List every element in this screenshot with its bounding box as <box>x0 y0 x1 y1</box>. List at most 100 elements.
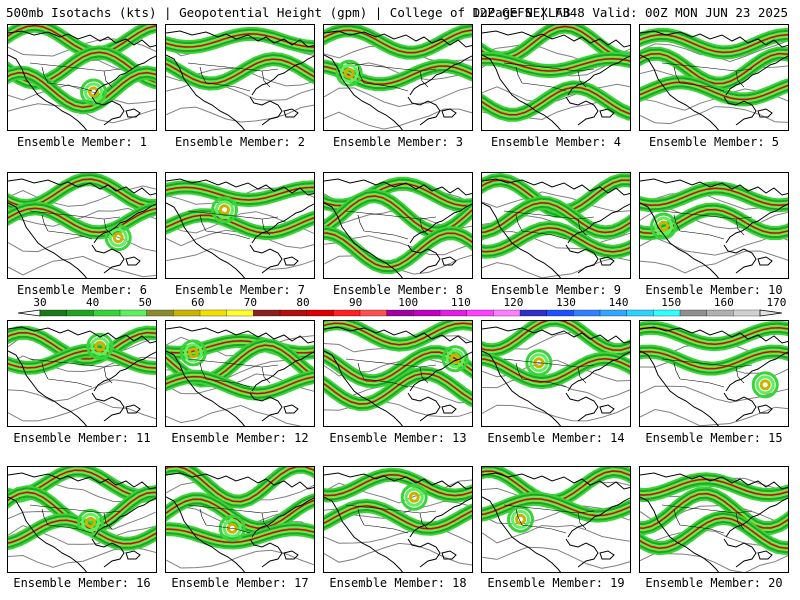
closed-low <box>187 347 199 359</box>
jet-streak <box>640 517 788 549</box>
ensemble-member-map <box>639 24 789 131</box>
isotach-shading <box>482 25 630 122</box>
isotach-shading <box>166 26 314 91</box>
jet-streak <box>482 227 630 253</box>
ensemble-member-map <box>7 172 157 279</box>
isotach-shading <box>8 467 156 551</box>
height-contour <box>482 257 630 278</box>
ensemble-member-label: Ensemble Member: 20 <box>645 576 783 590</box>
map-canvas <box>324 321 472 426</box>
map-canvas <box>166 178 314 278</box>
isotach-shading <box>640 181 788 241</box>
coastline <box>166 178 314 278</box>
height-contour <box>324 529 472 544</box>
height-contour <box>166 248 314 270</box>
height-contour <box>482 230 630 250</box>
height-contour <box>482 546 630 569</box>
ensemble-member-map <box>165 320 315 427</box>
closed-low <box>658 220 670 232</box>
height-contour <box>166 104 314 123</box>
ensemble-member-label: Ensemble Member: 14 <box>487 431 625 445</box>
colorbar-tick-label: 120 <box>503 296 524 309</box>
jet-streak <box>640 81 788 101</box>
jet-streak <box>324 29 472 54</box>
isotach-shading <box>640 27 788 107</box>
closed-low <box>525 349 553 377</box>
colorbar-swatch <box>66 309 94 317</box>
colorbar-swatch <box>386 309 414 317</box>
colorbar-tick-label: 140 <box>608 296 629 309</box>
coastline <box>8 472 156 572</box>
colorbar-swatch <box>333 309 361 317</box>
closed-low <box>104 224 132 252</box>
closed-low <box>650 212 678 240</box>
height-contour <box>482 191 630 213</box>
height-contour <box>640 552 788 572</box>
closed-low <box>226 522 238 534</box>
colorbar-swatch <box>733 309 761 317</box>
ensemble-member-label: Ensemble Member: 1 <box>16 135 148 149</box>
jet-streak <box>324 232 472 268</box>
political-borders <box>29 62 121 92</box>
ensemble-member-label: Ensemble Member: 10 <box>645 283 783 297</box>
ensemble-member-label: Ensemble Member: 6 <box>16 283 148 297</box>
coastline <box>482 178 630 278</box>
jet-streak <box>324 322 472 346</box>
closed-low <box>445 349 465 369</box>
colorbar-swatch <box>466 309 494 317</box>
jet-streak <box>640 34 788 54</box>
colorbar-swatch <box>546 309 574 317</box>
colorbar-swatch <box>279 309 308 317</box>
colorbar-min-arrow <box>17 309 41 317</box>
colorbar-max-arrow <box>759 309 783 317</box>
jet-streak <box>166 375 314 395</box>
closed-low <box>80 78 108 106</box>
colorbar-tick-label: 160 <box>713 296 734 309</box>
closed-low <box>400 483 428 511</box>
closed-low <box>449 353 461 365</box>
ensemble-member-label: Ensemble Member: 9 <box>490 283 622 297</box>
height-contour <box>640 406 788 426</box>
ensemble-member-label: Ensemble Member: 18 <box>329 576 467 590</box>
ensemble-member-map <box>165 172 315 279</box>
closed-low <box>94 340 106 352</box>
jet-streak <box>8 349 156 369</box>
ensemble-member-label: Ensemble Member: 7 <box>174 283 306 297</box>
closed-low <box>408 491 420 503</box>
map-canvas <box>324 25 472 130</box>
jet-streak <box>640 478 788 496</box>
closed-low <box>511 509 531 529</box>
height-contour <box>8 546 156 568</box>
coastline <box>482 472 630 572</box>
colorbar-tick-label: 150 <box>661 296 682 309</box>
closed-low <box>179 339 207 367</box>
political-borders <box>187 358 279 388</box>
map-canvas <box>166 26 314 130</box>
political-borders <box>187 504 279 534</box>
coastline <box>482 30 630 130</box>
map-canvas <box>640 321 788 426</box>
political-borders <box>503 210 595 240</box>
isotach-shading <box>640 321 788 399</box>
political-borders <box>345 358 437 388</box>
jet-streak <box>482 321 630 352</box>
isotach-shading <box>482 321 630 390</box>
ensemble-member-map <box>639 466 789 573</box>
isotach-shading <box>8 25 156 115</box>
ensemble-member-label: Ensemble Member: 2 <box>174 135 306 149</box>
ensemble-member-map <box>7 466 157 573</box>
isotach-colorbar <box>17 309 783 317</box>
map-canvas <box>482 25 630 130</box>
jet-streak <box>8 71 156 109</box>
map-canvas <box>324 467 472 572</box>
ensemble-member-label: Ensemble Member: 16 <box>13 576 151 590</box>
jet-streak <box>166 528 314 544</box>
closed-low <box>112 232 124 244</box>
closed-low <box>183 343 203 363</box>
political-borders <box>29 504 121 534</box>
coastline <box>324 30 472 130</box>
closed-low <box>84 516 96 528</box>
colorbar-tick-label: 100 <box>398 296 419 309</box>
ensemble-member-map <box>481 24 631 131</box>
closed-low <box>335 59 363 87</box>
